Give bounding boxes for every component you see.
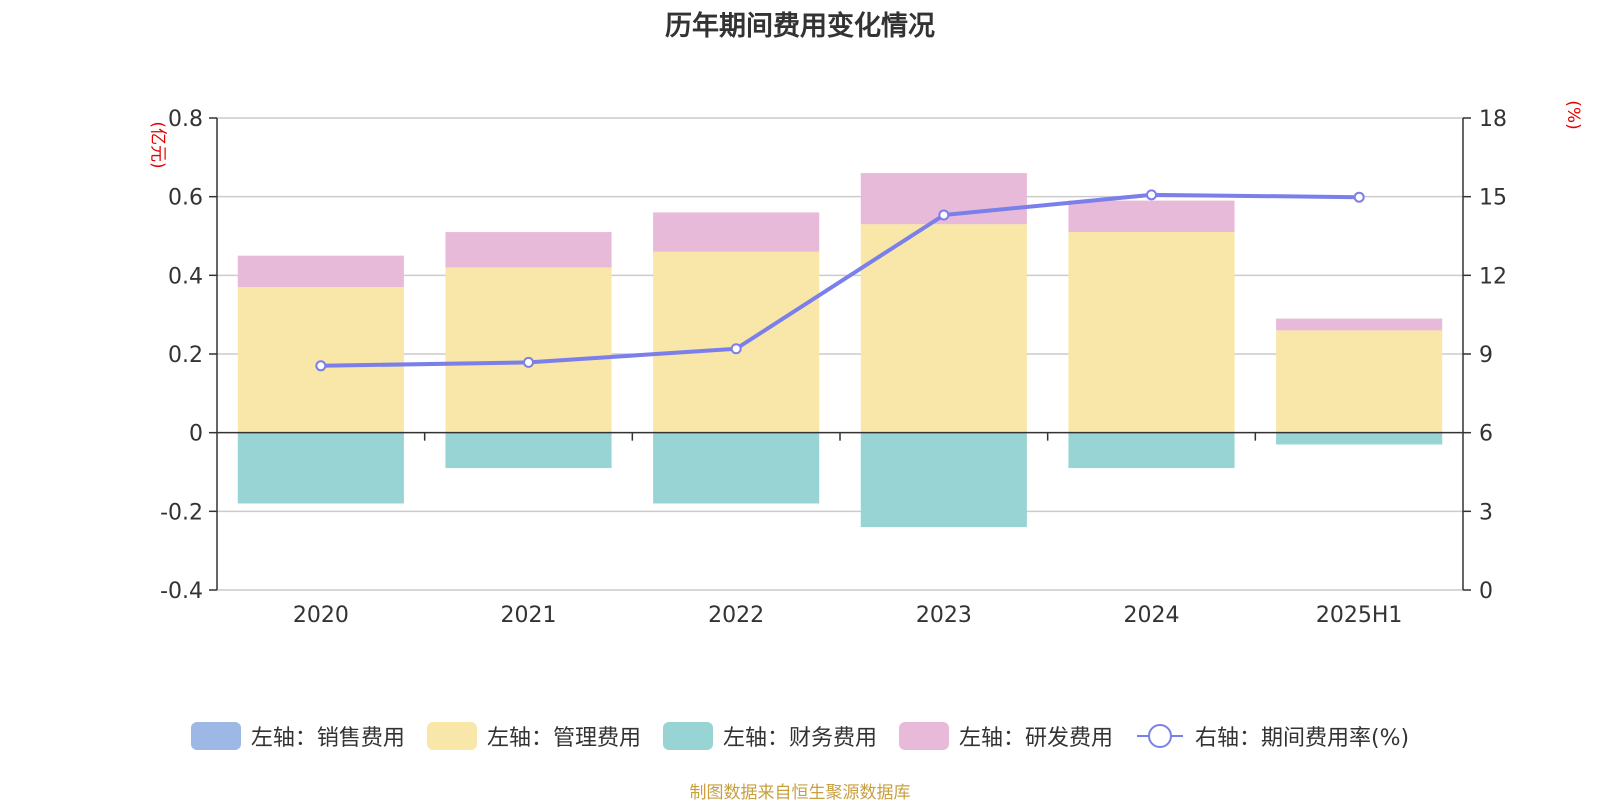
- x-axis-tick-label: 2024: [1124, 603, 1180, 628]
- chart-canvas: -0.4 -0.2 0 0.2 0.4 0.6 0.8 0 3 6 9 12 15 18 2020 2021 2…: [160, 107, 1507, 628]
- bar-segment: [653, 432, 820, 504]
- legend-item-admin[interactable]: 左轴：管理费用: [426, 720, 641, 752]
- left-axis-tick-label: 0.4: [168, 264, 203, 289]
- bar-segment: [860, 224, 1027, 433]
- bar-segment: [445, 232, 612, 268]
- bar-segment: [237, 255, 404, 288]
- bar-segment: [1068, 200, 1235, 233]
- bar-segment: [860, 432, 1027, 528]
- bar-segment: [237, 432, 404, 504]
- right-axis-tick-label: 9: [1479, 343, 1493, 368]
- bar-segment: [1068, 432, 1235, 469]
- left-axis-tick-label: 0: [189, 422, 203, 447]
- expense-rate-point: [523, 356, 534, 368]
- right-axis-tick-label: 3: [1479, 500, 1493, 525]
- x-axis-tick-label: 2023: [916, 603, 972, 628]
- legend-item-expense-rate[interactable]: 右轴：期间费用率(%): [1135, 720, 1409, 752]
- expense-rate-point: [938, 209, 950, 221]
- right-axis-tick-label: 12: [1479, 264, 1507, 289]
- legend-swatch-rd: [898, 722, 949, 750]
- right-axis-tick-label: 0: [1479, 579, 1493, 604]
- bar-segment: [1276, 432, 1443, 445]
- x-axis-tick-label: 2020: [293, 603, 349, 628]
- x-axis-tick-label: 2022: [708, 603, 764, 628]
- expense-rate-point: [1146, 189, 1157, 201]
- expense-rate-point: [730, 343, 742, 355]
- legend: 左轴：销售费用 左轴：管理费用 左轴：财务费用 左轴：研发费用 右轴：期间费用率…: [0, 718, 1600, 754]
- expense-rate-point: [315, 360, 327, 372]
- left-axis-tick-label: -0.2: [160, 500, 203, 525]
- bar-segment: [653, 251, 820, 433]
- legend-label-admin: 左轴：管理费用: [486, 726, 641, 751]
- right-axis-tick-label: 18: [1479, 107, 1507, 132]
- legend-label-sales: 左轴：销售费用: [250, 726, 405, 751]
- legend-label-expense-rate: 右轴：期间费用率(%): [1194, 726, 1410, 751]
- bar-segment: [445, 432, 612, 469]
- right-axis-tick-label: 6: [1479, 422, 1493, 447]
- legend-label-finance: 左轴：财务费用: [722, 726, 877, 751]
- legend-swatch-admin: [426, 722, 477, 750]
- bar-segment: [653, 212, 820, 252]
- left-axis-tick-label: -0.4: [160, 579, 203, 604]
- expense-rate-line: [320, 192, 1360, 368]
- left-axis-tick-label: 0.6: [168, 186, 203, 211]
- legend-label-rd: 左轴：研发费用: [958, 726, 1113, 751]
- bar-segment: [1276, 318, 1443, 331]
- legend-swatch-finance: [662, 722, 713, 750]
- left-axis-tick-label: 0.2: [168, 343, 203, 368]
- bar-segment: [1276, 330, 1443, 433]
- right-axis-tick-label: 15: [1479, 186, 1507, 211]
- bar-segment: [1068, 232, 1235, 433]
- x-axis-tick-label: 2025H1: [1316, 603, 1403, 628]
- chart-title: 历年期间费用变化情况: [665, 11, 935, 42]
- legend-item-finance[interactable]: 左轴：财务费用: [662, 720, 877, 752]
- bar-segment: [445, 267, 612, 433]
- legend-swatch-sales: [190, 722, 241, 750]
- legend-line-marker-icon: [1136, 724, 1183, 748]
- bar-segment: [237, 287, 404, 433]
- left-axis-tick-label: 0.8: [168, 107, 203, 132]
- source-note: 制图数据来自恒生聚源数据库: [689, 783, 911, 803]
- legend-item-sales[interactable]: 左轴：销售费用: [190, 720, 405, 752]
- x-axis-tick-label: 2021: [501, 603, 557, 628]
- expense-rate-point: [1353, 191, 1365, 203]
- legend-item-rd[interactable]: 左轴：研发费用: [898, 720, 1113, 752]
